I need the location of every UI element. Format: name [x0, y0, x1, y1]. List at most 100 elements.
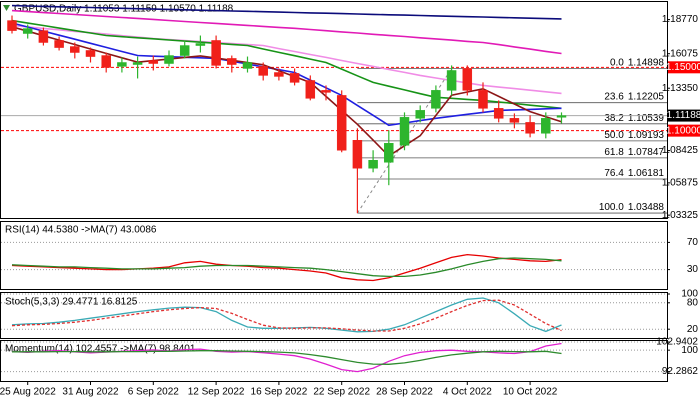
level-box — [668, 61, 700, 74]
y-tick-label: 1.13350 — [662, 83, 699, 94]
fib-price: 1.10539 — [628, 112, 665, 123]
level-label: 1.10000 — [666, 125, 700, 136]
candle-body — [132, 62, 143, 65]
y-tick-label: 80 — [687, 297, 699, 308]
fib-label: 61.8 1.07847 — [604, 147, 664, 158]
fib-level: 100.0 — [599, 202, 624, 213]
candle-body — [305, 80, 316, 99]
fib-level: 76.4 — [604, 168, 624, 179]
candle-body — [415, 110, 425, 119]
last-price-label: 1.11188 — [667, 110, 700, 121]
candle-body — [556, 115, 567, 118]
candle-body — [462, 68, 473, 91]
fib-label: 38.2 1.10539 — [604, 112, 664, 123]
candle-body — [227, 58, 237, 65]
fib-price: 1.07847 — [628, 147, 665, 158]
y-tick-label: 30 — [687, 264, 699, 275]
candle-body — [274, 72, 284, 77]
candle-body — [164, 55, 174, 64]
candle-body — [7, 20, 17, 31]
candle-body — [368, 160, 378, 169]
series-line — [11, 22, 562, 127]
last-price-box — [668, 109, 700, 122]
candle-body — [478, 90, 488, 109]
candle-body — [148, 60, 159, 64]
series-line — [11, 257, 562, 278]
candle-body — [446, 70, 457, 91]
candle-body — [211, 40, 221, 66]
x-tick-label: 28 Sep 2022 — [376, 387, 433, 398]
fib-price: 1.14898 — [628, 57, 665, 68]
fib-label: 23.6 1.12205 — [604, 91, 664, 102]
panel-title: RSI(14) 44.5380 ->MA(7) 43.0086 — [5, 225, 157, 236]
candle-body — [258, 66, 268, 76]
candle-body — [101, 55, 111, 68]
candle-body — [399, 117, 410, 146]
candle-body — [70, 46, 80, 53]
fib-label: 50.0 1.09193 — [604, 129, 664, 140]
candle-body — [117, 62, 127, 67]
candle-body — [179, 45, 190, 56]
y-tick-label: 92.2862 — [662, 366, 699, 377]
candle-body — [321, 90, 331, 93]
x-tick-label: 4 Oct 2022 — [443, 387, 492, 398]
momentum-panel — [0, 340, 668, 382]
x-tick-label: 22 Sep 2022 — [313, 387, 370, 398]
x-tick-label: 31 Aug 2022 — [62, 387, 119, 398]
y-tick-label: 70 — [687, 237, 699, 248]
y-tick-label: 1.05875 — [662, 178, 699, 189]
series-line — [11, 26, 562, 158]
fib-level: 38.2 — [604, 112, 624, 123]
level-label: 1.15000 — [666, 62, 700, 73]
candle-body — [384, 143, 394, 163]
level-box — [668, 124, 700, 137]
candle-body — [431, 90, 441, 109]
candle-body — [195, 43, 206, 46]
fib-price: 1.03488 — [628, 202, 665, 213]
candle-body — [54, 40, 64, 48]
series-line — [11, 299, 562, 332]
candle-body — [289, 73, 300, 83]
x-tick-label: 16 Sep 2022 — [251, 387, 308, 398]
candle-body — [242, 62, 253, 69]
fib-price: 1.09193 — [628, 129, 665, 140]
candle-body — [509, 118, 520, 123]
y-tick-label: 100 — [681, 289, 698, 300]
fib-level: 50.0 — [604, 129, 624, 140]
candle-body — [85, 50, 96, 57]
series-line — [11, 253, 562, 282]
rsi-panel — [0, 221, 668, 290]
series-line — [12, 350, 562, 365]
fib-label: 0.0 1.14898 — [610, 57, 664, 68]
symbol-icon — [3, 5, 10, 11]
candle-body — [22, 28, 33, 34]
y-tick-label: 100 — [681, 345, 698, 356]
y-tick-label: 102.9402 — [656, 337, 698, 348]
candle-body — [38, 30, 49, 43]
candle-body — [493, 108, 504, 119]
x-tick-label: 12 Sep 2022 — [188, 387, 245, 398]
fib-level: 0.0 — [610, 57, 624, 68]
candle-body — [541, 118, 551, 134]
series-line — [11, 4, 562, 20]
candle-body — [352, 140, 363, 169]
panel-title: Momentum(14) 102.4557 ->MA(7) 98.8401 — [5, 344, 196, 355]
panel-title: Stoch(5,3,3) 29.4771 16.8125 — [5, 297, 138, 308]
stoch-panel — [0, 292, 668, 339]
fib-level: 61.8 — [604, 147, 624, 158]
y-tick-label: 1.03325 — [662, 210, 699, 221]
candle-body — [525, 122, 535, 134]
x-tick-label: 25 Aug 2022 — [0, 387, 56, 398]
candle-body — [336, 95, 347, 151]
y-tick-label: 1.18770 — [662, 14, 699, 25]
fib-label: 100.0 1.03488 — [599, 202, 665, 213]
x-tick-label: 10 Oct 2022 — [503, 387, 558, 398]
series-line — [11, 9, 562, 55]
fib-level: 23.6 — [604, 91, 624, 102]
main-panel — [0, 1, 668, 219]
y-tick-label: 1.08425 — [662, 145, 699, 156]
series-line — [11, 297, 562, 333]
series-line — [11, 19, 562, 110]
